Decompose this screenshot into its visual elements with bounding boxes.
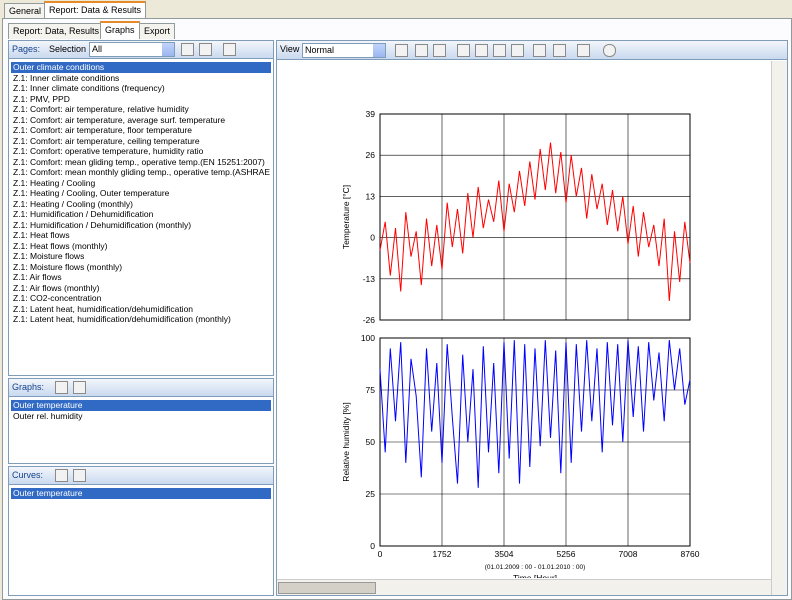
list-item[interactable]: Z.1: Comfort: air temperature, average s… <box>13 114 226 125</box>
x-tick-label: 1752 <box>433 549 452 559</box>
icon-button[interactable] <box>55 381 68 394</box>
x-tick-label: 5256 <box>557 549 576 559</box>
tab-active[interactable]: Report: Data & Results <box>44 1 147 19</box>
list-item[interactable]: Z.1: Comfort: operative temperature, hum… <box>13 146 204 156</box>
list-item[interactable]: Outer rel. humidity <box>13 410 83 421</box>
x-tick-label: 8760 <box>681 549 700 559</box>
y-tick-label: 13 <box>366 191 376 201</box>
y-tick-label: 39 <box>366 109 376 119</box>
icon-button[interactable] <box>533 44 546 57</box>
icon-button[interactable] <box>73 381 86 394</box>
panel-header: Graphs: <box>9 379 273 397</box>
selection-label: Selection <box>49 44 87 54</box>
curves-panel: Curves: Outer temperature <box>8 466 274 596</box>
panel-header: Curves: <box>9 467 273 485</box>
icon-button[interactable] <box>603 44 616 57</box>
y-axis-label: Relative humidity [%] <box>341 402 351 481</box>
y-tick-label: -26 <box>363 315 376 325</box>
list-item[interactable]: Z.1: Moisture flows <box>13 251 85 261</box>
list-item[interactable]: Z.1: Heat flows (monthly) <box>13 240 108 251</box>
panel-label: Pages: <box>12 44 41 54</box>
graphs-list: Outer temperature Outer rel. humidity <box>9 400 273 463</box>
x-axis-label: Time [Hour] <box>513 573 557 578</box>
view-combo[interactable]: Normal <box>302 43 386 58</box>
tab[interactable]: General <box>4 3 47 19</box>
icon-button[interactable] <box>395 44 408 57</box>
view-toolbar: View Normal <box>277 41 787 60</box>
y-tick-label: 100 <box>361 333 375 343</box>
horizontal-scrollbar[interactable] <box>277 579 771 595</box>
plot-area <box>379 113 691 321</box>
list-item[interactable]: Z.1: Inner climate conditions <box>13 72 120 83</box>
icon-button[interactable] <box>475 44 488 57</box>
curves-list: Outer temperature <box>9 488 273 595</box>
list-item[interactable]: Z.1: Air flows (monthly) <box>13 282 100 293</box>
list-item[interactable]: Z.1: Heating / Cooling <box>13 177 96 188</box>
list-item[interactable]: Outer temperature <box>11 400 271 411</box>
scroll-thumb[interactable] <box>278 582 376 594</box>
series-line <box>379 340 691 488</box>
selection-combo[interactable]: All <box>89 42 175 57</box>
subtab[interactable]: Export <box>139 23 176 39</box>
icon-button[interactable] <box>223 43 236 56</box>
list-item[interactable]: Z.1: Heating / Cooling (monthly) <box>13 198 133 209</box>
icon-button[interactable] <box>181 43 194 56</box>
vertical-scrollbar[interactable] <box>771 61 787 595</box>
y-tick-label: -13 <box>363 274 376 284</box>
subtab-active[interactable]: Graphs <box>100 21 140 39</box>
list-item[interactable]: Z.1: Latent heat, humidification/dehumid… <box>13 303 194 314</box>
y-tick-label: 0 <box>370 233 375 243</box>
list-item[interactable]: Z.1: Latent heat, humidification/dehumid… <box>13 314 231 324</box>
list-item[interactable]: Z.1: Humidification / Dehumidification <box>13 209 154 219</box>
y-tick-label: 26 <box>366 150 376 160</box>
y-tick-label: 75 <box>366 385 376 395</box>
icon-button[interactable] <box>493 44 506 57</box>
pages-panel: Pages: Selection All Outer climate condi… <box>8 40 274 376</box>
list-item[interactable]: Z.1: Heating / Cooling, Outer temperatur… <box>13 188 170 198</box>
pages-list: Outer climate conditions Z.1: Inner clima… <box>9 62 273 375</box>
x-axis-note: (01.01.2009 : 00 - 01.01.2010 : 00) <box>485 564 585 571</box>
list-item[interactable]: Outer temperature <box>11 488 271 499</box>
icon-button[interactable] <box>457 44 470 57</box>
panel-label: Graphs: <box>12 382 45 392</box>
icon-button[interactable] <box>511 44 524 57</box>
list-item[interactable]: Z.1: Humidification / Dehumidification (… <box>13 219 192 230</box>
list-item[interactable]: Z.1: Comfort: air temperature, ceiling t… <box>13 135 200 146</box>
charts: -26 -13 0 13 26 39 Temperature [°C] 0 25 50 75 100 0… <box>341 109 700 578</box>
list-item[interactable]: Z.1: PMV, PPD <box>13 93 70 104</box>
icon-button[interactable] <box>199 43 212 56</box>
graphs-panel: Graphs: Outer temperature Outer rel. humi… <box>8 378 274 464</box>
list-item[interactable]: Z.1: Comfort: mean monthly gliding temp.… <box>13 167 270 177</box>
icon-button[interactable] <box>73 469 86 482</box>
list-item[interactable]: Z.1: CO2-concentration <box>13 293 102 303</box>
list-item[interactable]: Z.1: Comfort: mean gliding temp., operat… <box>13 156 265 167</box>
y-tick-label: 0 <box>370 541 375 551</box>
icon-button[interactable] <box>55 469 68 482</box>
list-item[interactable]: Z.1: Moisture flows (monthly) <box>13 261 123 272</box>
list-item[interactable]: Z.1: Comfort: air temperature, relative … <box>13 104 189 114</box>
y-axis-label: Temperature [°C] <box>341 185 351 249</box>
y-tick-label: 50 <box>366 437 376 447</box>
series-line <box>379 142 691 302</box>
x-tick-label: 0 <box>378 549 383 559</box>
icon-button[interactable] <box>433 44 446 57</box>
panel-label: Curves: <box>12 470 44 480</box>
panel-header: Pages: Selection All <box>9 41 273 59</box>
list-item[interactable]: Z.1: Comfort: air temperature, floor tem… <box>13 125 193 135</box>
x-tick-label: 3504 <box>495 549 514 559</box>
icon-button[interactable] <box>577 44 590 57</box>
subtab[interactable]: Report: Data, Results <box>8 23 105 39</box>
y-tick-label: 25 <box>366 489 376 499</box>
view-label: View <box>280 44 300 54</box>
icon-button[interactable] <box>415 44 428 57</box>
list-item[interactable]: Outer climate conditions <box>11 62 271 73</box>
icon-button[interactable] <box>553 44 566 57</box>
list-item[interactable]: Z.1: Heat flows <box>13 230 70 240</box>
list-item[interactable]: Z.1: Air flows <box>13 272 62 282</box>
x-tick-label: 7008 <box>619 549 638 559</box>
list-item[interactable]: Z.1: Inner climate conditions (frequency… <box>13 83 165 93</box>
